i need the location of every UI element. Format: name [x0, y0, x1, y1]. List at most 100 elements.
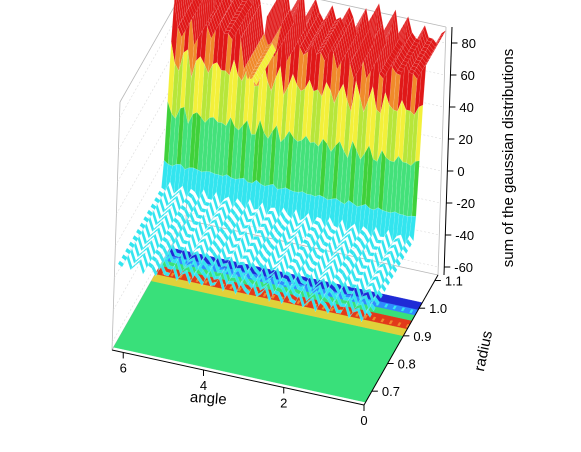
surface-patch	[139, 222, 146, 230]
surface-patch	[252, 0, 258, 14]
surface-patch	[294, 234, 300, 252]
surface-patch	[351, 226, 358, 243]
surface-patch	[362, 270, 369, 288]
surface-patch	[221, 0, 223, 2]
surface-patch	[198, 220, 204, 237]
surface-patch	[286, 247, 293, 264]
surface-patch	[194, 226, 201, 243]
y-tick-label: 0.7	[382, 384, 400, 399]
surface-patch	[149, 239, 156, 256]
surface-patch	[203, 237, 210, 253]
z-axis-label: sum of the gaussian distributions	[500, 49, 517, 267]
y-axis-line	[363, 274, 439, 406]
floor-spot	[388, 320, 393, 325]
surface-patch	[304, 215, 311, 233]
surface-patch	[202, 0, 207, 27]
surface-patch	[397, 237, 404, 253]
surface-patch	[174, 0, 180, 28]
surface-patch	[210, 225, 217, 241]
floor-spot	[271, 294, 276, 299]
y-axis-label: radius	[471, 329, 496, 373]
surface-patch	[205, 207, 212, 224]
surface-patch	[257, 0, 261, 8]
surface-patch	[302, 0, 307, 31]
surface-patch	[398, 251, 405, 261]
surface-patch	[208, 0, 213, 18]
floor-spot	[229, 285, 234, 290]
surface-patch	[218, 0, 222, 5]
floor-spot	[355, 313, 360, 317]
floor-spot	[204, 280, 209, 284]
surface-patch	[329, 264, 336, 281]
z-tick-label: -40	[455, 228, 474, 243]
surface-patch	[377, 245, 384, 262]
axes: 0 2 4 6 0.7 0.8 0.9 1.0 1.1-60 -40 -20 0 20 40 60 80	[111, 26, 476, 428]
z-tick-label: 80	[461, 36, 475, 51]
surface-patch	[210, 0, 215, 14]
surface-patch	[379, 269, 386, 285]
surface-patch	[206, 231, 213, 247]
surface-patch	[143, 215, 150, 223]
y-tick-label: 1.0	[429, 301, 447, 316]
z-tick-label: 40	[459, 100, 473, 115]
z-tick-label: 20	[458, 132, 472, 147]
surface-patch	[175, 195, 182, 212]
x-tick-label: 2	[280, 395, 287, 410]
floor-spot	[380, 318, 385, 323]
surface-patch	[236, 243, 243, 260]
y-tick-label: 0.8	[398, 357, 416, 372]
surface-patch	[146, 209, 154, 217]
surface-patch	[160, 220, 167, 237]
surface-patch	[381, 238, 388, 256]
surface-patch	[208, 201, 215, 218]
surface-patch	[176, 0, 182, 25]
surface-patch	[201, 213, 208, 231]
surface-patch	[217, 212, 224, 228]
floor-spot	[330, 307, 335, 312]
x-tick-label: 4	[200, 378, 207, 393]
box-edge	[111, 101, 121, 351]
surface-patch	[336, 252, 343, 268]
floor-spot	[199, 263, 204, 268]
floor-spot	[262, 292, 267, 297]
surface-patch	[221, 206, 228, 222]
floor-spot	[296, 300, 301, 304]
z-tick-label: -20	[456, 196, 475, 211]
surface-patch	[267, 216, 274, 232]
surface-patch	[146, 246, 153, 262]
surface-patch	[255, 211, 261, 229]
floor-spot	[304, 302, 309, 306]
surface-patch	[197, 0, 202, 6]
y-tick-label: 1.1	[445, 274, 463, 289]
surface-patch	[171, 201, 178, 218]
floor-spot	[363, 314, 368, 319]
x-tick-label: 0	[360, 413, 367, 428]
surface-patch	[383, 276, 391, 286]
surface-patch	[167, 207, 174, 224]
surface-patch	[301, 222, 308, 239]
surface-patch	[135, 228, 143, 236]
surface-patch	[180, 0, 186, 19]
z-tick-label: 60	[460, 68, 474, 83]
surface-patch	[271, 210, 278, 225]
floor-spot	[237, 287, 242, 292]
surface-patch	[283, 253, 290, 271]
floor-spot	[232, 270, 238, 275]
surface-patch	[153, 233, 160, 250]
surface-patch	[212, 194, 219, 212]
surface-patch	[373, 251, 380, 268]
surface-patch	[366, 264, 373, 281]
x-axis-label: angle	[189, 389, 227, 409]
surface-patch	[214, 0, 221, 8]
surface-patch	[157, 190, 164, 198]
surface-patch	[384, 232, 391, 249]
box-edge	[437, 26, 447, 276]
surface-patch	[382, 262, 389, 278]
z-tick-label: 0	[457, 164, 464, 179]
surface-patch	[284, 0, 289, 16]
floor-spot	[372, 316, 377, 321]
surface-patch	[240, 236, 247, 254]
surface-patch	[258, 205, 265, 222]
